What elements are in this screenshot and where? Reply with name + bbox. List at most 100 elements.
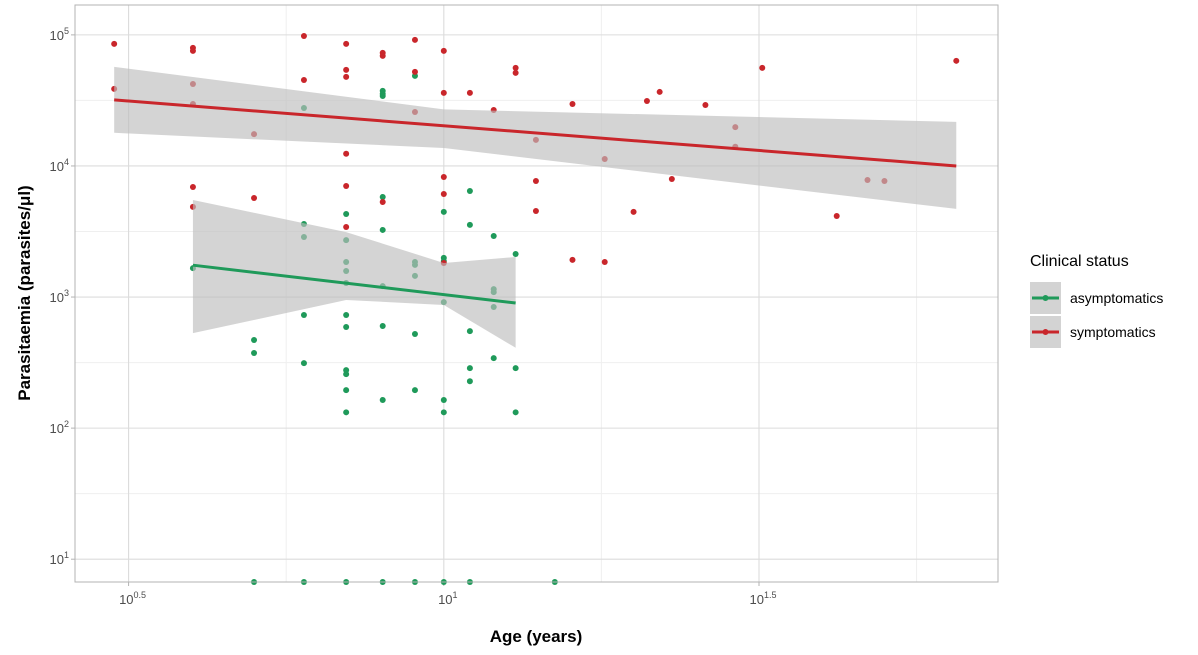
confidence-band [192,199,516,348]
tick-power: 1.5 [764,590,777,600]
confidence-band [114,66,957,209]
point [440,191,447,198]
point [512,250,519,257]
point [466,365,473,372]
point [343,323,350,330]
point [466,221,473,228]
point [440,89,447,96]
tick-label: 101 [438,590,457,607]
point [189,47,196,54]
point [440,409,447,416]
point [490,355,497,362]
legend-point [1042,295,1049,301]
tick-power: 0.5 [134,590,147,600]
point [379,396,386,403]
tick-power: 1 [453,590,458,600]
point [411,68,418,75]
tick-label: 102 [50,419,69,436]
point [569,100,576,107]
tick-base: 10 [50,552,64,567]
point [111,40,118,47]
point [466,328,473,335]
tick-power: 3 [64,288,69,298]
point [512,69,519,76]
point [440,173,447,180]
legend-label: symptomatics [1070,324,1156,340]
tick-power: 4 [64,157,69,167]
point [411,331,418,338]
tick-power: 2 [64,419,69,429]
point [466,188,473,195]
point [379,52,386,59]
legend-point [1042,329,1049,335]
tick-base: 10 [749,592,763,607]
point [343,66,350,73]
legend-title: Clinical status [1030,253,1129,270]
tick-label: 100.5 [119,590,146,607]
point [379,92,386,99]
point [343,387,350,394]
fit-line [192,263,516,305]
point [411,36,418,43]
plot-border [74,4,999,583]
point [343,150,350,157]
tick-base: 10 [438,592,452,607]
point [251,337,258,344]
point [466,378,473,385]
tick-label: 105 [50,26,69,43]
point [466,89,473,96]
point [343,211,350,218]
tick-base: 10 [50,28,64,43]
tick-base: 10 [50,290,64,305]
fit-line [114,98,957,168]
point [343,40,350,47]
point [532,208,539,215]
point [759,64,766,71]
x-axis-title: Age (years) [490,627,583,646]
tick-power: 1 [64,550,69,560]
point [601,259,608,266]
point [189,183,196,190]
y-axis-title: Parasitaemia (parasites/μl) [15,185,34,400]
point [343,224,350,231]
point [343,183,350,190]
point [833,213,840,220]
point [251,194,258,201]
point [440,396,447,403]
tick-label: 101.5 [749,590,776,607]
point [411,387,418,394]
point [440,208,447,215]
tick-power: 5 [64,26,69,36]
point [379,198,386,205]
point [490,233,497,240]
tick-label: 103 [50,288,69,305]
point [440,47,447,54]
point [379,226,386,233]
tick-label: 104 [50,157,69,174]
point [512,365,519,372]
point [512,409,519,416]
tick-base: 10 [119,592,133,607]
point [300,360,307,367]
point [251,350,258,357]
tick-base: 10 [50,421,64,436]
point [668,175,675,182]
point [532,177,539,184]
point [300,312,307,319]
point [656,88,663,95]
legend-label: asymptomatics [1070,290,1163,306]
point [343,371,350,378]
point [343,312,350,319]
tick-label: 101 [50,550,69,567]
point [643,97,650,104]
point [379,193,386,200]
point [300,76,307,83]
point [512,64,519,71]
point [630,208,637,215]
point [300,33,307,40]
point [379,323,386,330]
point [953,57,960,64]
tick-base: 10 [50,159,64,174]
point [702,101,709,108]
